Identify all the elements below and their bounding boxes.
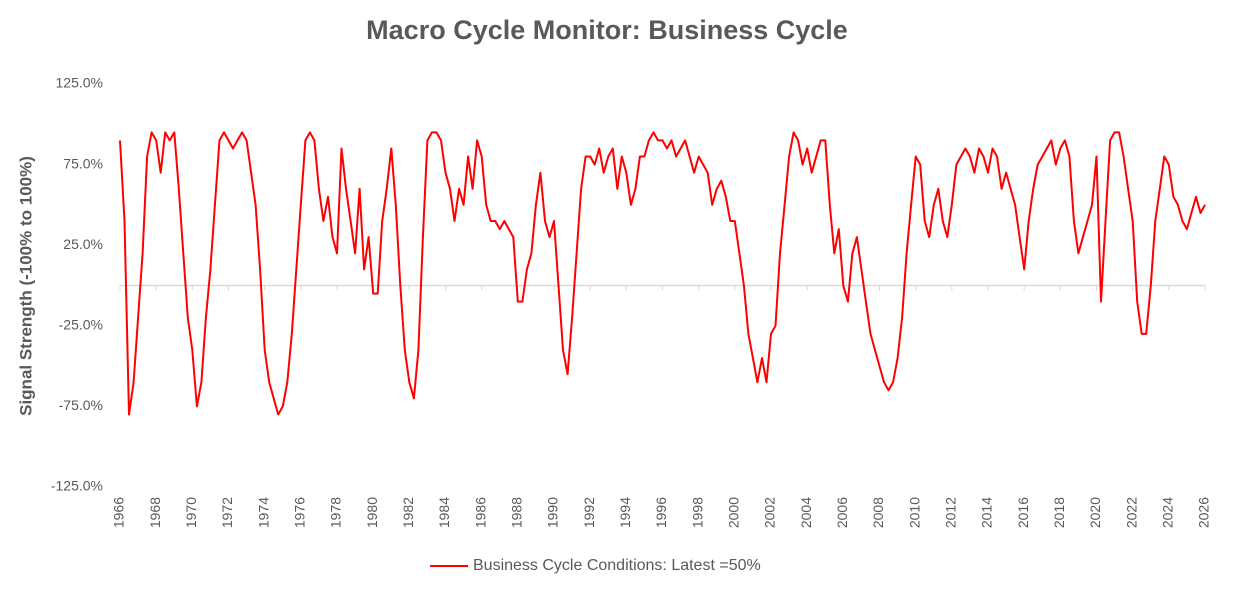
x-tick-label: 1980 (364, 497, 380, 528)
x-tick-label: 1978 (328, 497, 344, 528)
x-tick-label: 1994 (617, 497, 633, 528)
x-tick-label: 2012 (943, 497, 959, 528)
y-tick-label: 75.0% (63, 155, 103, 171)
x-tick-label: 2000 (726, 497, 742, 528)
y-tick-label: -125.0% (51, 478, 103, 494)
y-tick-label: 125.0% (56, 75, 103, 91)
x-tick-label: 2006 (834, 497, 850, 528)
x-tick-label: 1982 (400, 497, 416, 528)
y-tick-label: -75.0% (59, 397, 103, 413)
y-axis-label: Signal Strength (-100% to 100%) (16, 156, 35, 416)
x-tick-label: 1974 (255, 497, 271, 528)
x-tick-label: 2002 (762, 497, 778, 528)
x-tick-label: 1972 (219, 497, 235, 528)
x-tick-label: 1968 (147, 497, 163, 528)
x-tick-label: 1984 (436, 497, 452, 528)
y-tick-label: -25.0% (59, 317, 103, 333)
x-tick-label: 1986 (472, 497, 488, 528)
x-tick-label: 2026 (1196, 497, 1212, 528)
x-tick-label: 2016 (1015, 497, 1031, 528)
x-tick-label: 2004 (798, 497, 814, 528)
y-tick-label: 25.0% (63, 236, 103, 252)
x-tick-label: 1992 (581, 497, 597, 528)
x-tick-label: 2022 (1123, 497, 1139, 528)
x-tick-label: 2020 (1087, 497, 1103, 528)
x-tick-label: 1976 (292, 497, 308, 528)
x-tick-label: 1988 (509, 497, 525, 528)
series-line (119, 131, 1206, 416)
x-tick-label: 1966 (111, 497, 127, 528)
x-tick-label: 2024 (1160, 497, 1176, 528)
x-tick-label: 1998 (689, 497, 705, 528)
x-tick-label: 1970 (183, 497, 199, 528)
x-tick-label: 2010 (906, 497, 922, 528)
legend-label: Business Cycle Conditions: Latest =50% (473, 557, 761, 574)
chart-title: Macro Cycle Monitor: Business Cycle (366, 15, 848, 45)
x-tick-label: 1996 (653, 497, 669, 528)
x-tick-label: 1990 (545, 497, 561, 528)
x-tick-label: 2018 (1051, 497, 1067, 528)
x-tick-label: 2014 (979, 497, 995, 528)
x-tick-label: 2008 (870, 497, 886, 528)
